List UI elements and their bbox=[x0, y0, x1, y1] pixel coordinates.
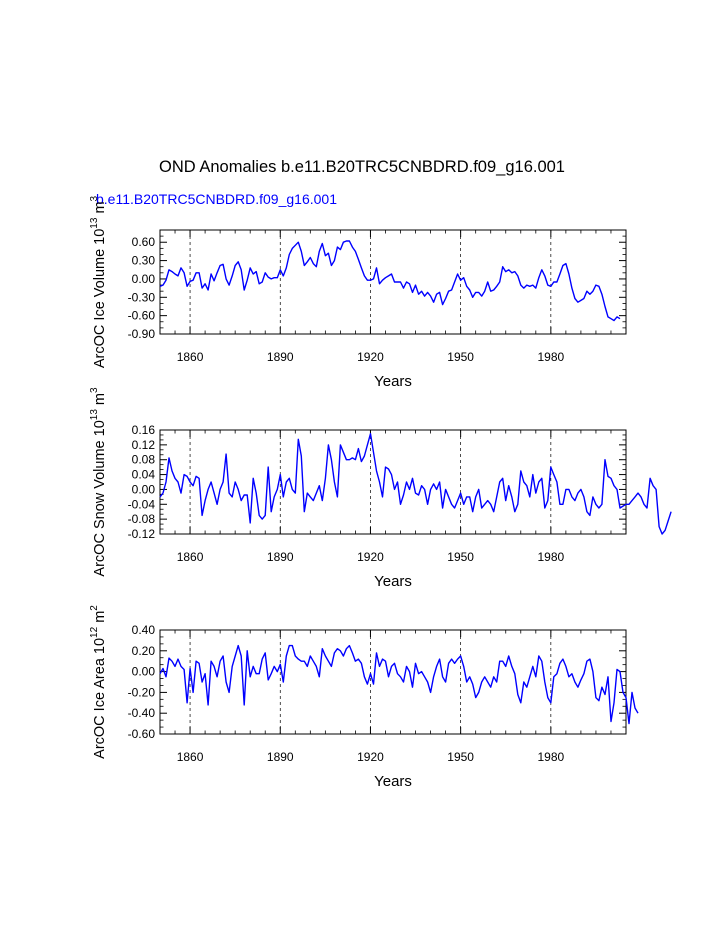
ice-volume-x-tick-label: 1920 bbox=[357, 350, 384, 364]
ice-volume-y-tick-label: -0.60 bbox=[128, 309, 156, 323]
ice-area-y-tick-label: -0.60 bbox=[128, 727, 156, 741]
ice-area-y-tick-label: 0.00 bbox=[132, 665, 156, 679]
snow-volume-x-tick-label: 1890 bbox=[267, 550, 294, 564]
ice-volume-y-axis-label-unit-exp: 3 bbox=[89, 195, 100, 201]
ice-area-y-axis-label: ArcOC Ice Area 1012 m2 bbox=[89, 605, 108, 759]
ice-area-x-tick-label: 1950 bbox=[447, 750, 474, 764]
ice-volume-y-axis-label-unit: m bbox=[92, 201, 108, 217]
snow-volume-y-axis-label-text: ArcOC Snow Volume 10 bbox=[92, 420, 108, 576]
snow-volume-y-tick-label: -0.04 bbox=[128, 497, 156, 511]
snow-volume-y-tick-label: 0.00 bbox=[132, 482, 156, 496]
ice-area-x-tick-label: 1980 bbox=[537, 750, 564, 764]
snow-volume-x-tick-label: 1920 bbox=[357, 550, 384, 564]
ice-area-x-tick-label: 1920 bbox=[357, 750, 384, 764]
snow-volume-x-tick-label: 1860 bbox=[177, 550, 204, 564]
ice-area-x-axis-label: Years bbox=[374, 773, 412, 790]
ice-area-series-line bbox=[159, 644, 639, 725]
ice-area-y-tick-label: -0.20 bbox=[128, 685, 156, 699]
ice-volume-y-tick-label: -0.30 bbox=[128, 290, 156, 304]
ice-area-y-axis-label-unit: m bbox=[92, 611, 108, 627]
snow-volume-series-line bbox=[159, 433, 672, 535]
ice-area-y-axis-label-exp: 12 bbox=[89, 626, 100, 638]
snow-volume-y-tick-label: 0.04 bbox=[132, 468, 156, 482]
ice-area-y-tick-label: 0.20 bbox=[132, 644, 156, 658]
figure-title: OND Anomalies b.e11.B20TRC5CNBDRD.f09_g1… bbox=[159, 158, 565, 176]
ice-volume-frame bbox=[159, 229, 627, 335]
ice-volume-y-tick-label: 0.00 bbox=[132, 272, 156, 286]
ice-area-x-tick-label: 1860 bbox=[177, 750, 204, 764]
snow-volume-y-tick-label: 0.16 bbox=[132, 423, 156, 437]
snow-volume-panel: 1860 1890 1920 1950 1980-0.12-0.08-0.040.000… bbox=[89, 387, 672, 590]
ice-volume-x-tick-label: 1980 bbox=[537, 350, 564, 364]
snow-volume-y-axis-label: ArcOC Snow Volume 1013 m3 bbox=[89, 387, 108, 577]
snow-volume-y-tick-label: 0.08 bbox=[132, 453, 156, 467]
ice-volume-x-tick-label: 1890 bbox=[267, 350, 294, 364]
ice-area-y-tick-label: 0.40 bbox=[132, 623, 156, 637]
ice-volume-y-axis-label: ArcOC Ice Volume 1013 m3 bbox=[89, 195, 108, 368]
snow-volume-y-tick-label: 0.12 bbox=[132, 438, 156, 452]
ice-area-panel: 1860 1890 1920 1950 1980 -0.60 -0.40 -0.20 0.00 0… bbox=[89, 605, 639, 790]
ice-volume-y-axis-label-exp: 13 bbox=[89, 217, 100, 229]
ice-volume-x-tick-label: 1860 bbox=[177, 350, 204, 364]
chart-panels: 1860 1890 1920 1950 1980-0.90-0.60-0.300.000… bbox=[89, 195, 672, 790]
ice-volume-y-tick-label: 0.30 bbox=[132, 254, 156, 268]
snow-volume-y-axis-label-unit-exp: 3 bbox=[89, 387, 100, 393]
ice-area-frame bbox=[159, 629, 627, 735]
snow-volume-y-tick-label: -0.12 bbox=[128, 527, 156, 541]
ice-volume-panel: 1860 1890 1920 1950 1980 -0.90 -0.60 -0.30 0.00 0… bbox=[89, 195, 627, 390]
ice-volume-series-line bbox=[159, 240, 621, 322]
ice-volume-y-tick-label: -0.90 bbox=[128, 327, 156, 341]
ice-volume-y-tick-label: 0.60 bbox=[132, 235, 156, 249]
ice-volume-x-axis-label: Years bbox=[374, 373, 412, 390]
ice-area-y-tick-label: -0.40 bbox=[128, 706, 156, 720]
snow-volume-x-tick-label: 1950 bbox=[447, 550, 474, 564]
ice-area-x-tick-label: 1890 bbox=[267, 750, 294, 764]
snow-volume-y-axis-label-unit: m bbox=[92, 393, 108, 409]
snow-volume-frame bbox=[159, 429, 627, 535]
ice-volume-x-tick-label: 1950 bbox=[447, 350, 474, 364]
ice-area-y-axis-label-text: ArcOC Ice Area 10 bbox=[92, 638, 108, 759]
figure-subtitle: b.e11.B20TRC5CNBDRD.f09_g16.001 bbox=[96, 191, 337, 207]
ice-area-y-axis-label-unit-exp: 2 bbox=[89, 605, 100, 611]
snow-volume-x-tick-label: 1980 bbox=[537, 550, 564, 564]
snow-volume-y-axis-label-exp: 13 bbox=[89, 409, 100, 421]
snow-volume-x-axis-label: Years bbox=[374, 573, 412, 590]
snow-volume-y-tick-label: -0.08 bbox=[128, 512, 156, 526]
ice-volume-y-axis-label-text: ArcOC Ice Volume 10 bbox=[92, 229, 108, 368]
